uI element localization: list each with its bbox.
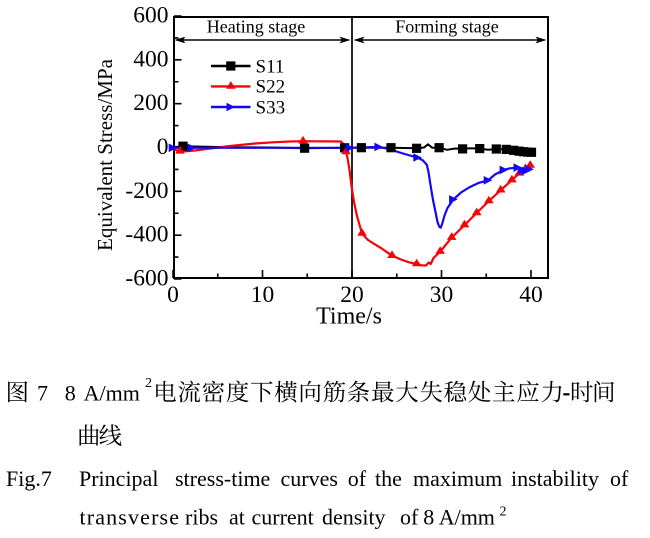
svg-text:the: the (375, 466, 402, 491)
svg-text:600: 600 (133, 3, 168, 29)
svg-text:Forming stage: Forming stage (395, 17, 499, 37)
svg-text:2: 2 (500, 505, 507, 520)
svg-text:A/mm: A/mm (439, 505, 495, 530)
svg-text:-400: -400 (125, 222, 168, 248)
svg-text:10: 10 (251, 282, 275, 308)
svg-text:of: of (610, 466, 629, 491)
svg-text:stress-time: stress-time (175, 466, 270, 491)
svg-text:400: 400 (133, 46, 168, 72)
svg-text:Fig.7: Fig.7 (6, 466, 52, 491)
svg-text:Time/s: Time/s (316, 304, 382, 330)
svg-text:200: 200 (133, 90, 168, 116)
svg-text:7: 7 (37, 381, 48, 406)
svg-text:A/mm: A/mm (84, 381, 140, 406)
svg-text:instability: instability (511, 466, 599, 491)
svg-text:density: density (322, 505, 386, 530)
svg-text:S11: S11 (256, 56, 285, 77)
svg-text:30: 30 (430, 282, 454, 308)
svg-text:8: 8 (423, 505, 434, 530)
svg-text:8: 8 (65, 381, 76, 406)
svg-text:maximum: maximum (413, 466, 502, 491)
svg-text:ribs: ribs (185, 505, 218, 530)
svg-text:curves: curves (281, 466, 338, 491)
svg-text:transverse: transverse (80, 505, 181, 530)
svg-text:-600: -600 (125, 266, 168, 292)
svg-text:40: 40 (519, 282, 543, 308)
svg-text:Equivalent Stress/MPa: Equivalent Stress/MPa (93, 58, 117, 251)
svg-text:of: of (348, 466, 367, 491)
svg-text:2: 2 (145, 376, 152, 391)
svg-text:0: 0 (157, 134, 169, 160)
svg-text:of: of (400, 505, 419, 530)
svg-text:20: 20 (340, 282, 364, 308)
svg-text:0: 0 (167, 282, 179, 308)
svg-text:at: at (229, 505, 245, 530)
svg-text:S22: S22 (256, 77, 286, 98)
svg-text:S33: S33 (256, 97, 286, 118)
svg-text:current: current (252, 505, 314, 530)
svg-text:Principal: Principal (79, 466, 158, 491)
svg-text:Heating stage: Heating stage (207, 17, 305, 37)
svg-text:-200: -200 (125, 178, 168, 204)
